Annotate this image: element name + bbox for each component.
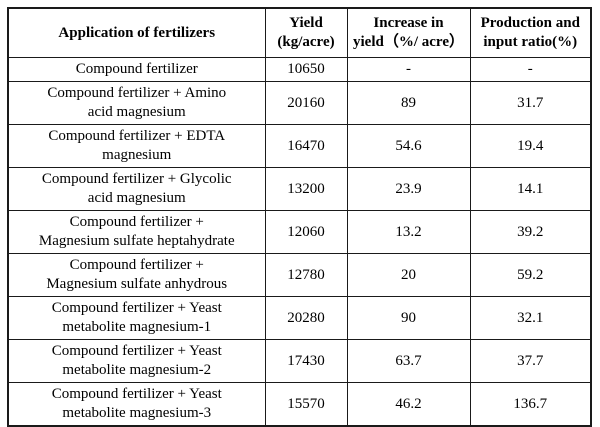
cell-increase: 63.7 — [346, 339, 471, 383]
header-ratio: Production and input ratio(%) — [469, 7, 592, 58]
cell-application: Compound fertilizer + EDTA magnesium — [7, 124, 266, 168]
cell-application: Compound fertilizer + Yeast metabolite m… — [7, 382, 266, 427]
cell-application: Compound fertilizer + Magnesium sulfate … — [7, 253, 266, 297]
cell-ratio: 19.4 — [469, 124, 592, 168]
header-increase: Increase in yield（%/ acre） — [346, 7, 471, 58]
fertilizer-table-container: Application of fertilizers Yield (kg/acr… — [7, 7, 593, 427]
table-row: Compound fertilizer + Amino acid magnesi… — [7, 81, 592, 125]
cell-increase: 90 — [346, 296, 471, 340]
cell-increase: - — [346, 57, 471, 82]
cell-increase: 13.2 — [346, 210, 471, 254]
cell-increase: 20 — [346, 253, 471, 297]
cell-ratio: 37.7 — [469, 339, 592, 383]
cell-application: Compound fertilizer + Amino acid magnesi… — [7, 81, 266, 125]
cell-application: Compound fertilizer — [7, 57, 266, 82]
cell-application: Compound fertilizer + Magnesium sulfate … — [7, 210, 266, 254]
header-yield: Yield (kg/acre) — [264, 7, 348, 58]
table-row: Compound fertilizer + Yeast metabolite m… — [7, 382, 592, 427]
cell-increase: 23.9 — [346, 167, 471, 211]
table-row: Compound fertilizer + Yeast metabolite m… — [7, 339, 592, 383]
cell-yield: 16470 — [264, 124, 348, 168]
table-row: Compound fertilizer + EDTA magnesium 164… — [7, 124, 592, 168]
table-row: Compound fertilizer + Magnesium sulfate … — [7, 253, 592, 297]
cell-ratio: 31.7 — [469, 81, 592, 125]
header-row: Application of fertilizers Yield (kg/acr… — [7, 7, 592, 58]
cell-yield: 15570 — [264, 382, 348, 427]
cell-yield: 12060 — [264, 210, 348, 254]
cell-ratio: 32.1 — [469, 296, 592, 340]
cell-yield: 20160 — [264, 81, 348, 125]
table-row: Compound fertilizer + Glycolic acid magn… — [7, 167, 592, 211]
cell-ratio: 14.1 — [469, 167, 592, 211]
cell-yield: 13200 — [264, 167, 348, 211]
cell-increase: 54.6 — [346, 124, 471, 168]
table-row: Compound fertilizer + Magnesium sulfate … — [7, 210, 592, 254]
cell-yield: 20280 — [264, 296, 348, 340]
cell-yield: 10650 — [264, 57, 348, 82]
cell-ratio: 59.2 — [469, 253, 592, 297]
cell-yield: 17430 — [264, 339, 348, 383]
cell-increase: 46.2 — [346, 382, 471, 427]
cell-application: Compound fertilizer + Yeast metabolite m… — [7, 296, 266, 340]
cell-ratio: - — [469, 57, 592, 82]
fertilizer-yield-table: Application of fertilizers Yield (kg/acr… — [7, 7, 592, 427]
table-row: Compound fertilizer 10650 - - — [7, 57, 592, 82]
cell-application: Compound fertilizer + Yeast metabolite m… — [7, 339, 266, 383]
cell-yield: 12780 — [264, 253, 348, 297]
header-application: Application of fertilizers — [7, 7, 266, 58]
table-row: Compound fertilizer + Yeast metabolite m… — [7, 296, 592, 340]
cell-application: Compound fertilizer + Glycolic acid magn… — [7, 167, 266, 211]
cell-ratio: 136.7 — [469, 382, 592, 427]
cell-ratio: 39.2 — [469, 210, 592, 254]
cell-increase: 89 — [346, 81, 471, 125]
